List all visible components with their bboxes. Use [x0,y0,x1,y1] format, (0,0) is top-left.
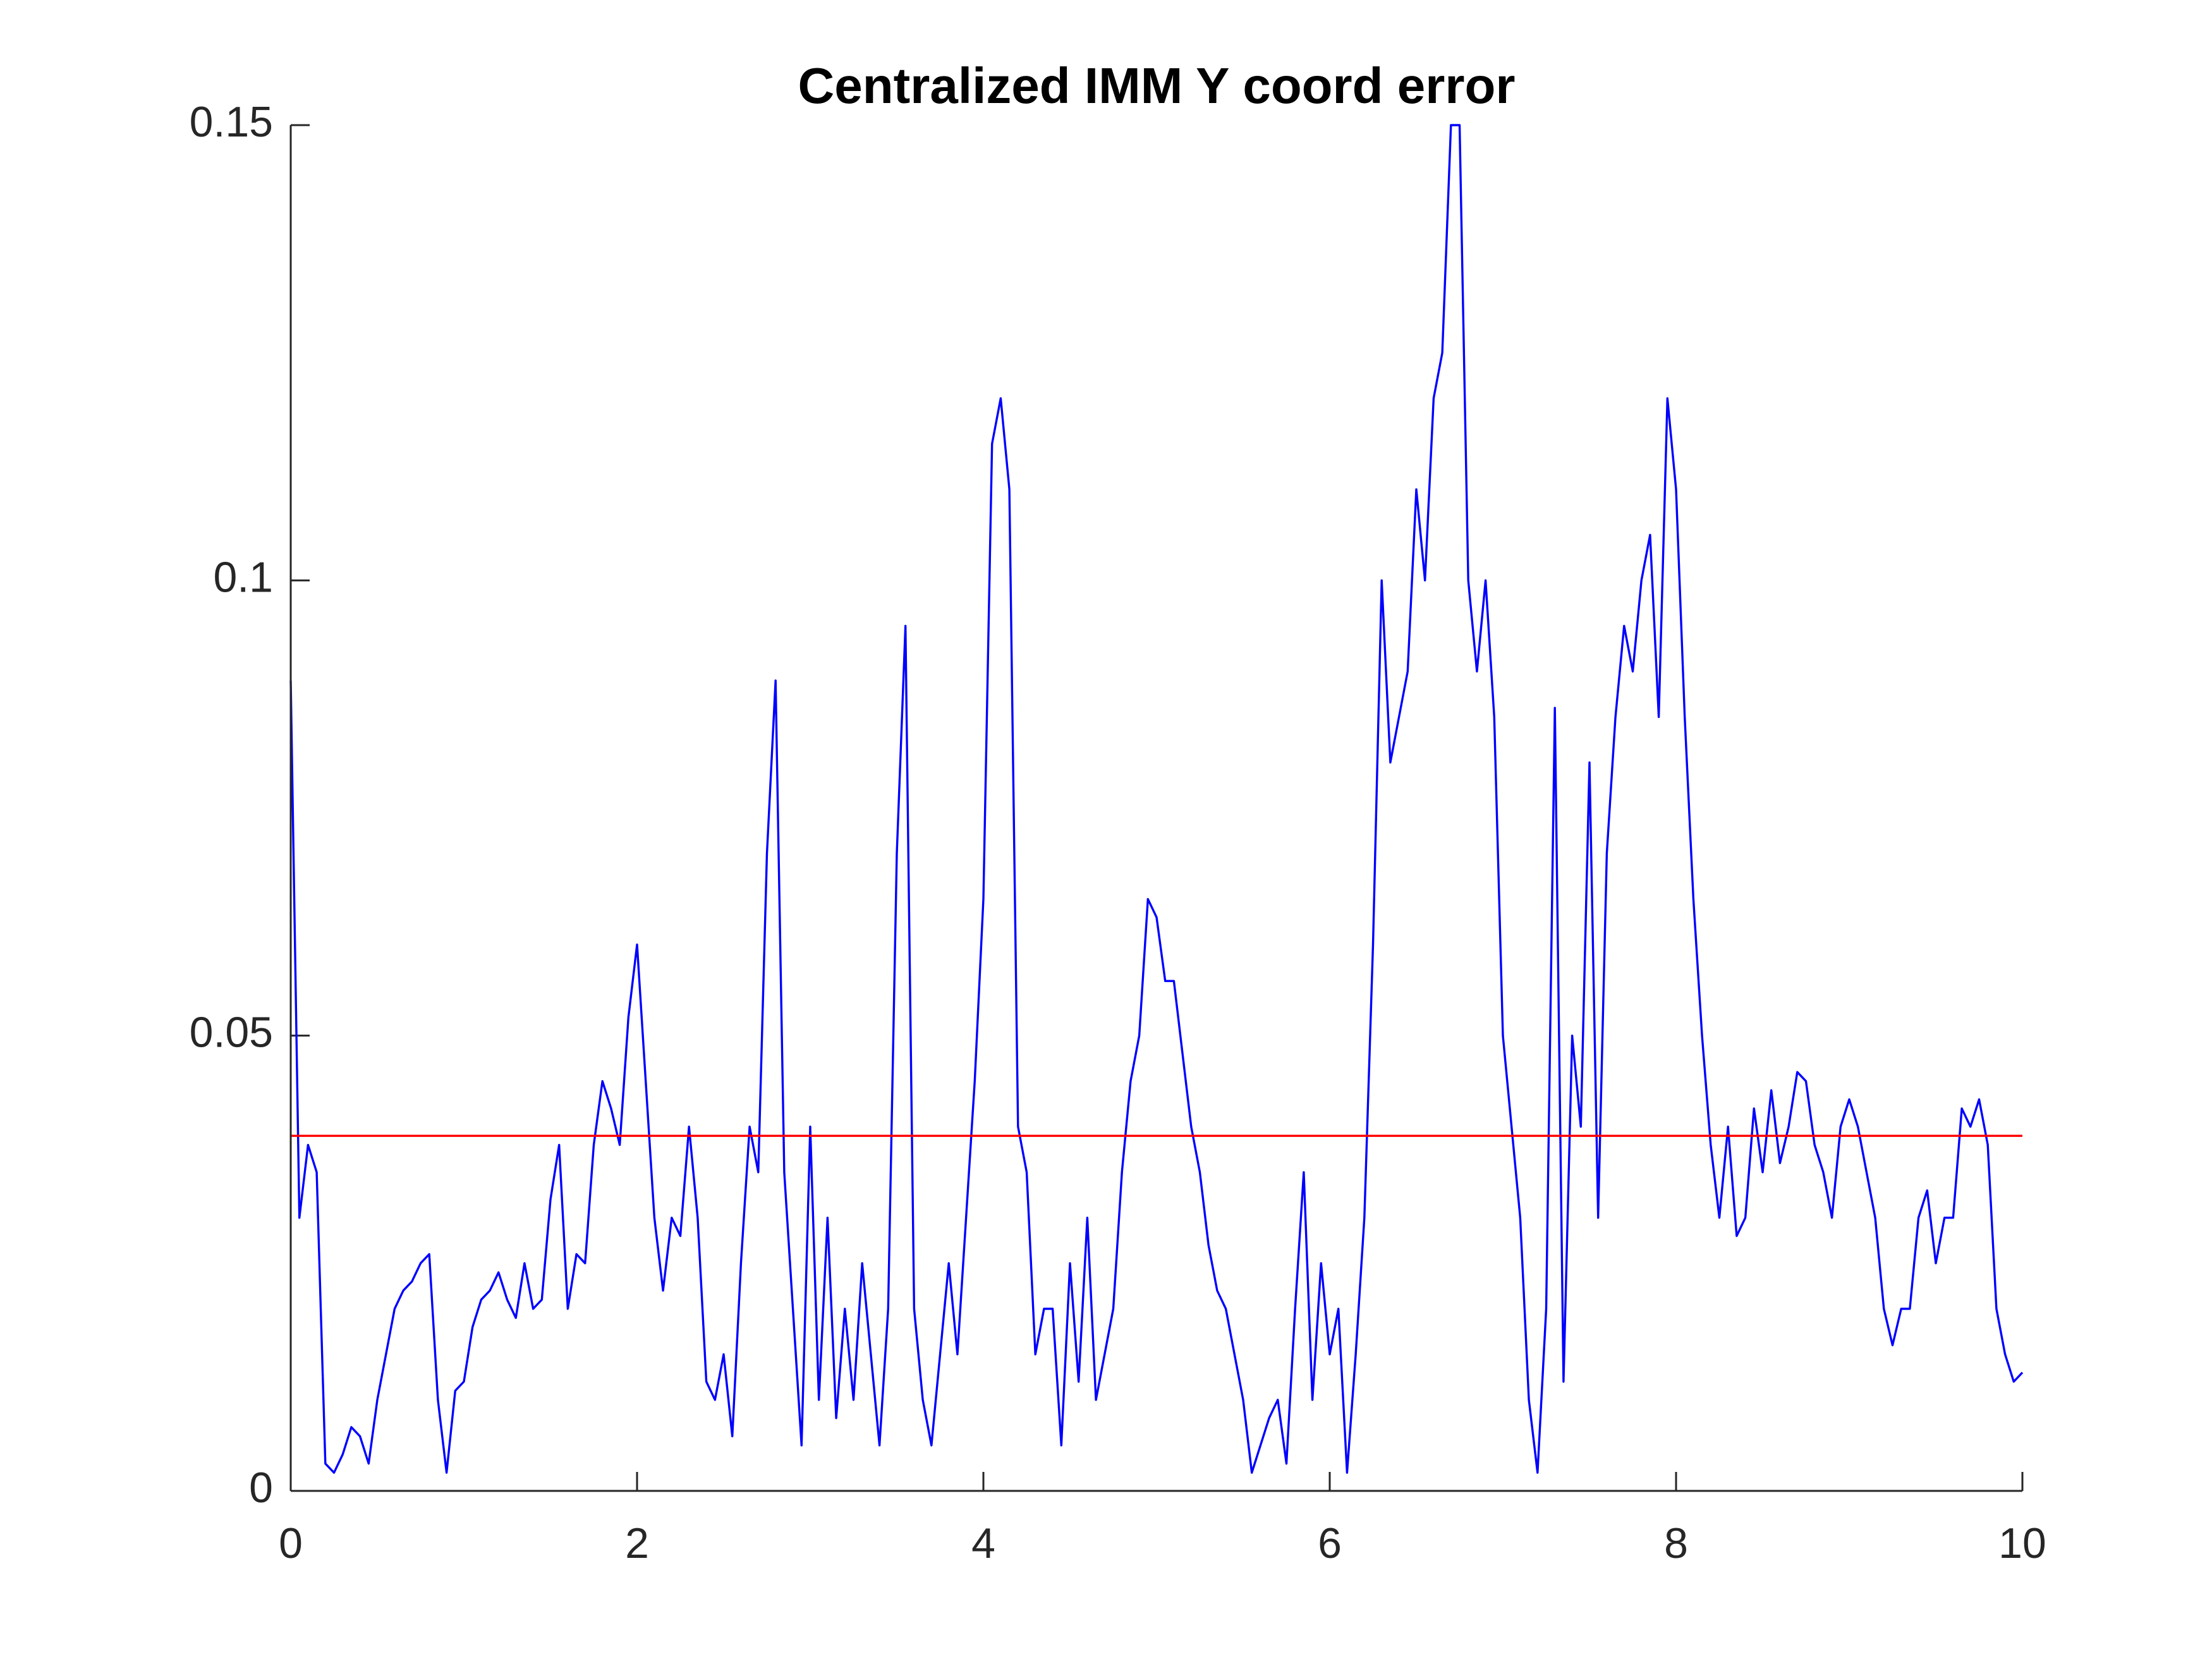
x-tick-label: 10 [1998,1519,2046,1567]
data-line [289,124,2024,1474]
x-tick-label: 2 [625,1519,649,1567]
y-tick-label: 0.05 [190,1009,273,1057]
y-tick-label: 0.15 [190,98,273,146]
y-tick-label: 0.1 [213,553,273,601]
x-tick-label: 0 [279,1519,303,1567]
y-tick-label: 0 [249,1464,273,1512]
x-tick-label: 4 [971,1519,995,1567]
x-tick-label: 6 [1318,1519,1342,1567]
chart-title: Centralized IMM Y coord error [798,58,1515,114]
x-tick-label: 8 [1664,1519,1688,1567]
